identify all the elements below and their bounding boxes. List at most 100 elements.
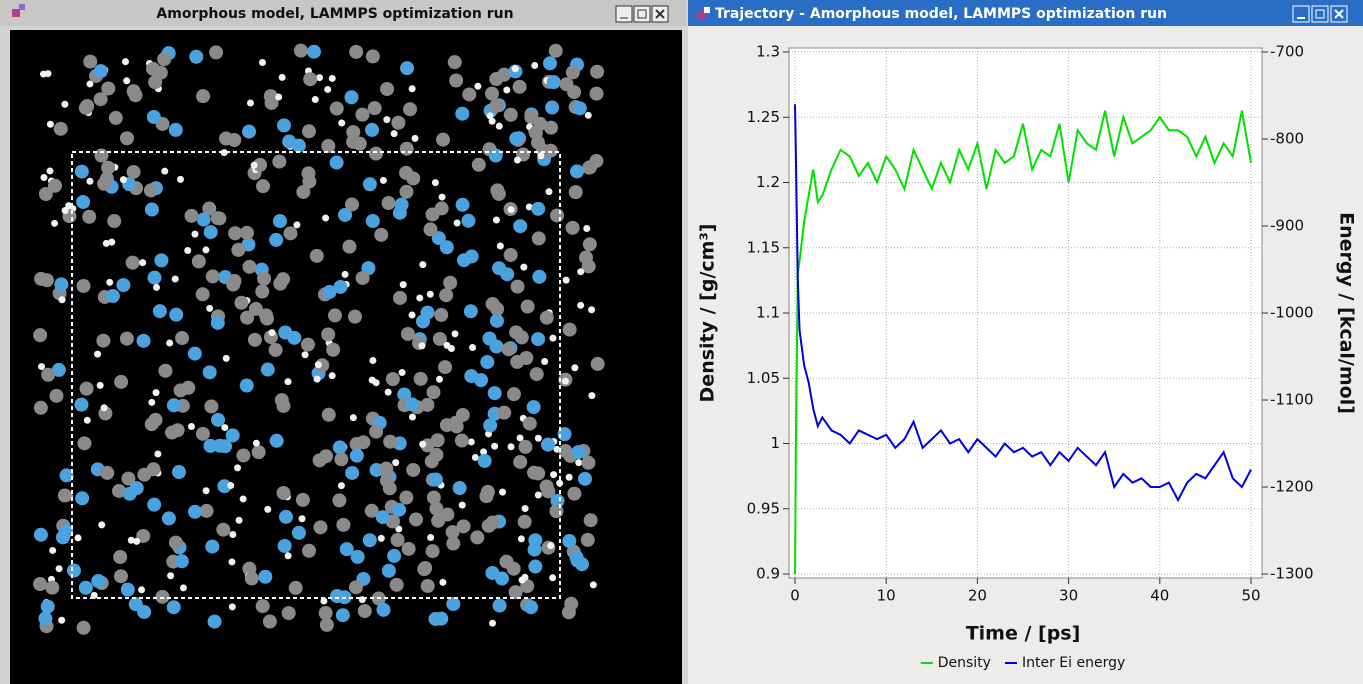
atom — [212, 211, 227, 226]
atom — [399, 281, 407, 289]
legend: Density Inter Ei energy — [920, 655, 1125, 671]
atom — [506, 387, 521, 402]
atom — [419, 440, 427, 448]
atom — [562, 276, 570, 284]
atom — [399, 165, 414, 180]
atom — [196, 89, 211, 104]
atom — [409, 512, 424, 527]
y-tick-label: 1.2 — [756, 173, 780, 191]
atom — [431, 179, 439, 187]
atom — [528, 125, 543, 140]
atom — [513, 156, 521, 164]
atom — [562, 322, 577, 337]
y-tick-label: 1 — [770, 434, 780, 452]
atom — [302, 543, 317, 558]
atom — [196, 212, 211, 227]
atom — [346, 134, 361, 149]
atom — [166, 339, 174, 347]
atom — [301, 351, 309, 359]
atom — [489, 313, 504, 328]
atom — [326, 342, 341, 357]
atom — [257, 271, 272, 286]
atom — [430, 433, 445, 448]
atom — [313, 375, 321, 383]
atom — [49, 388, 64, 403]
atom — [217, 479, 232, 494]
x-axis-label: Time / [ps] — [966, 623, 1081, 645]
atom — [324, 85, 332, 93]
atom — [582, 237, 597, 252]
atom — [452, 481, 467, 496]
atom — [144, 202, 159, 217]
atom — [148, 398, 156, 406]
atom — [228, 226, 243, 241]
window-title: Amorphous model, LAMMPS optimization run — [156, 6, 513, 22]
atom — [381, 563, 396, 578]
atom — [565, 473, 573, 481]
atom — [499, 488, 507, 496]
atom — [53, 121, 68, 136]
atom — [338, 119, 346, 127]
atom — [532, 269, 547, 284]
molecule-view[interactable] — [10, 30, 682, 684]
atom — [288, 580, 303, 595]
atom — [497, 405, 512, 420]
atom — [362, 533, 377, 548]
atom — [155, 589, 170, 604]
atom — [332, 493, 347, 508]
atom — [40, 599, 55, 614]
atom — [91, 574, 106, 589]
atom — [179, 584, 187, 592]
y2-tick-label: -800 — [1270, 130, 1304, 148]
atom — [503, 247, 518, 262]
atom — [572, 101, 587, 116]
atom — [580, 532, 595, 547]
atom — [549, 574, 557, 582]
y-tick-label: 1.25 — [747, 108, 780, 126]
atom — [169, 307, 184, 322]
atom — [47, 178, 62, 193]
atom — [227, 482, 235, 490]
atom — [66, 563, 81, 578]
atom — [147, 270, 162, 285]
atom — [33, 577, 48, 592]
atom — [543, 120, 558, 135]
atom — [75, 491, 90, 506]
legend-label: Inter Ei energy — [1022, 655, 1125, 671]
atom — [293, 221, 301, 229]
atom — [114, 374, 129, 389]
atom — [565, 220, 580, 235]
atom — [301, 166, 316, 181]
atom — [202, 365, 217, 380]
window-buttons[interactable] — [615, 5, 669, 23]
atom — [204, 399, 219, 414]
atom — [113, 569, 128, 584]
atom — [394, 197, 409, 212]
atom — [303, 72, 318, 87]
y-axis-label: Density / [g/cm³] — [697, 224, 719, 403]
atom — [187, 422, 195, 430]
atom — [427, 534, 435, 542]
atom — [275, 93, 283, 101]
atom — [46, 120, 54, 128]
atom — [531, 332, 546, 347]
atom — [96, 381, 104, 389]
atom — [96, 333, 111, 348]
atom — [559, 77, 574, 92]
atom — [434, 611, 449, 626]
atom — [548, 43, 563, 58]
atom — [513, 454, 528, 469]
atom — [575, 459, 583, 467]
atom — [517, 535, 525, 543]
atom — [167, 572, 175, 580]
atom — [521, 573, 529, 581]
atom — [74, 534, 82, 542]
atom — [542, 56, 557, 71]
atom — [426, 490, 441, 505]
window-buttons[interactable] — [1292, 5, 1348, 23]
atom — [581, 455, 596, 470]
atom — [568, 185, 583, 200]
atom — [387, 548, 402, 563]
atom — [487, 386, 502, 401]
